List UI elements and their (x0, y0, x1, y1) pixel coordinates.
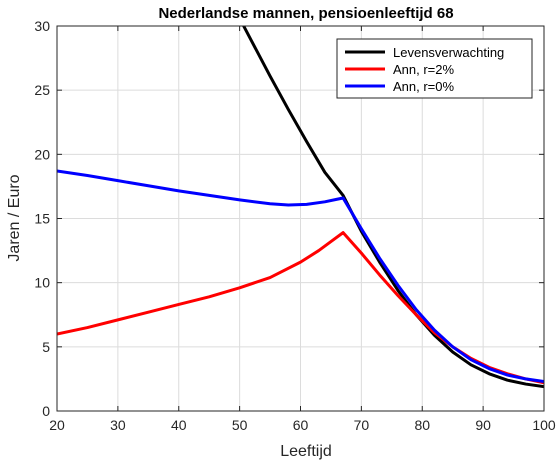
chart-title: Nederlandse mannen, pensioenleeftijd 68 (158, 5, 453, 22)
y-tick-label: 10 (34, 275, 50, 291)
y-tick-label: 25 (34, 82, 50, 98)
series-line (241, 26, 544, 389)
x-tick-label: 60 (293, 417, 309, 433)
x-tick-label: 100 (532, 417, 556, 433)
series-line (57, 169, 544, 383)
y-tick-label: 5 (42, 339, 50, 355)
y-tick-label: 20 (34, 146, 50, 162)
legend-label: Ann, r=0% (393, 79, 455, 94)
legend: Levensverwachting Ann, r=2% Ann, r=0% (336, 38, 533, 99)
axes: 20 30 40 50 60 70 80 90 100 0 5 10 15 20 25 30 (34, 18, 555, 433)
y-tick-label: 0 (42, 403, 50, 419)
x-tick-label: 90 (475, 417, 491, 433)
legend-label: Ann, r=2% (393, 62, 455, 77)
x-tick-label: 40 (171, 417, 187, 433)
y-axis-label: Jaren / Euro (6, 174, 23, 261)
x-axis-label: Leeftijd (280, 443, 332, 460)
x-tick-label: 50 (232, 417, 248, 433)
x-tick-label: 20 (49, 417, 65, 433)
y-tick-label: 30 (34, 18, 50, 34)
y-tick-label: 15 (34, 211, 50, 227)
x-tick-label: 80 (414, 417, 430, 433)
plot-area (57, 26, 544, 389)
legend-label: Levensverwachting (393, 45, 504, 60)
x-tick-label: 30 (110, 417, 126, 433)
x-tick-label: 70 (354, 417, 370, 433)
